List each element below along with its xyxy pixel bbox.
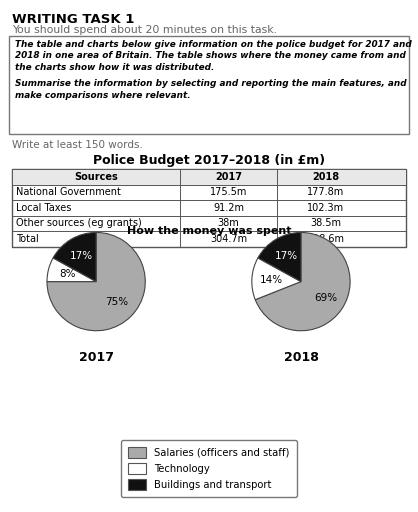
- Text: 2017: 2017: [215, 172, 242, 182]
- Text: Total: Total: [16, 234, 39, 244]
- Wedge shape: [258, 232, 301, 282]
- Text: 69%: 69%: [314, 293, 337, 303]
- Text: 91.2m: 91.2m: [213, 203, 244, 213]
- Bar: [9, 36, 409, 134]
- Text: National Government: National Government: [16, 187, 121, 197]
- Text: 102.3m: 102.3m: [307, 203, 344, 213]
- Text: make comparisons where relevant.: make comparisons where relevant.: [15, 91, 191, 100]
- Text: 2018: 2018: [312, 172, 339, 182]
- Text: 38.5m: 38.5m: [310, 218, 341, 228]
- Title: 2017: 2017: [79, 351, 114, 364]
- Text: 318.6m: 318.6m: [307, 234, 344, 244]
- Text: Summarise the information by selecting and reporting the main features, and: Summarise the information by selecting a…: [15, 79, 407, 89]
- Wedge shape: [53, 232, 96, 282]
- Legend: Salaries (officers and staff), Technology, Buildings and transport: Salaries (officers and staff), Technolog…: [121, 440, 297, 497]
- Title: 2018: 2018: [283, 351, 319, 364]
- Text: How the money was spent: How the money was spent: [127, 226, 291, 236]
- Bar: [12, 169, 406, 246]
- Text: 8%: 8%: [59, 269, 76, 279]
- Text: 17%: 17%: [274, 251, 298, 261]
- Wedge shape: [47, 232, 145, 331]
- Text: Other sources (eg grants): Other sources (eg grants): [16, 218, 142, 228]
- Text: Write at least 150 words.: Write at least 150 words.: [12, 140, 143, 150]
- Wedge shape: [255, 232, 350, 331]
- Text: You should spend about 20 minutes on this task.: You should spend about 20 minutes on thi…: [12, 25, 277, 35]
- Text: 2018 in one area of Britain. The table shows where the money came from and: 2018 in one area of Britain. The table s…: [15, 52, 406, 60]
- Text: 14%: 14%: [260, 275, 283, 285]
- Wedge shape: [47, 258, 96, 282]
- Text: 175.5m: 175.5m: [210, 187, 247, 197]
- Text: Police Budget 2017–2018 (in £m): Police Budget 2017–2018 (in £m): [93, 154, 325, 167]
- Text: 38m: 38m: [218, 218, 240, 228]
- Text: the charts show how it was distributed.: the charts show how it was distributed.: [15, 63, 214, 72]
- Text: 17%: 17%: [69, 251, 93, 261]
- Text: 304.7m: 304.7m: [210, 234, 247, 244]
- Text: Sources: Sources: [74, 172, 118, 182]
- Bar: [12, 169, 406, 184]
- Text: The table and charts below give information on the police budget for 2017 and: The table and charts below give informat…: [15, 40, 412, 49]
- Text: WRITING TASK 1: WRITING TASK 1: [12, 13, 134, 26]
- Text: Local Taxes: Local Taxes: [16, 203, 71, 213]
- Text: 177.8m: 177.8m: [307, 187, 344, 197]
- Text: 75%: 75%: [105, 297, 129, 307]
- Wedge shape: [252, 258, 301, 300]
